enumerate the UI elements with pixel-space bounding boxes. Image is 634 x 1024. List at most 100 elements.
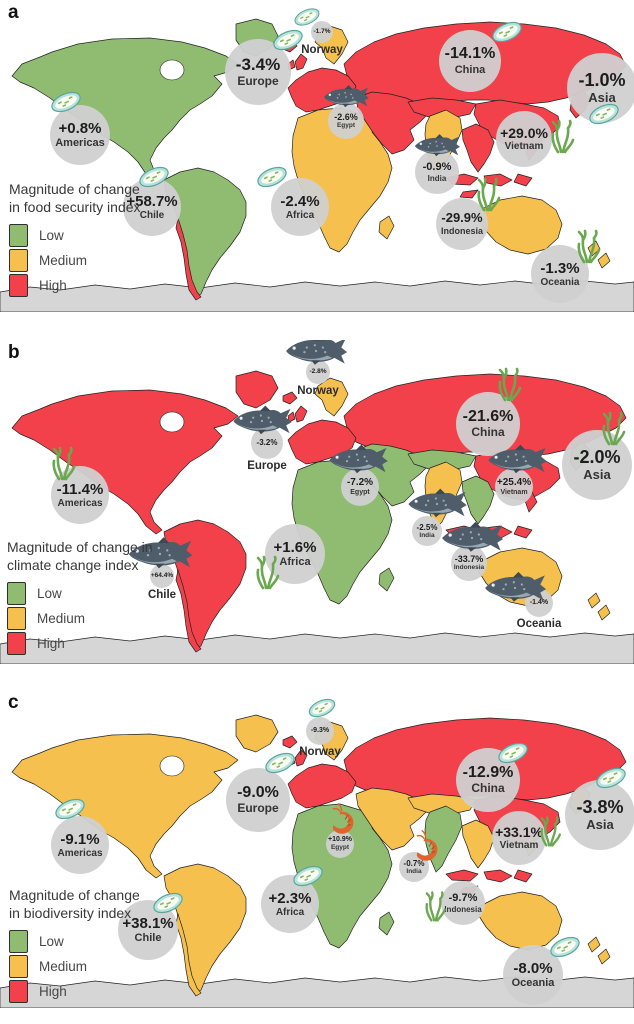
stat-bubble-china: -21.6% China — [456, 392, 520, 456]
bubble-value: -29.9% — [441, 210, 483, 226]
map-region-iceland — [282, 735, 298, 749]
map-region-newZealand — [587, 936, 611, 965]
salmon-fish-icon — [286, 340, 348, 365]
map-region-australia — [478, 195, 563, 255]
bubble-value: -1.7% — [313, 28, 331, 36]
map-region-uk — [294, 405, 308, 423]
map-region-madagascar — [378, 215, 395, 240]
map-hudson-bay — [159, 755, 185, 777]
legend-label: High — [39, 278, 67, 294]
stat-bubble-egypt: -2.6% Egypt — [328, 103, 364, 139]
mussel-icon — [293, 865, 323, 887]
map-region-indonesia — [445, 173, 533, 199]
map-region-middleEast — [355, 787, 429, 851]
legend-items: Low Medium High — [9, 930, 189, 1004]
stat-bubble-africa: +1.6% Africa — [265, 524, 325, 584]
bubble-value: -33.7% — [454, 554, 484, 565]
legend-title: Magnitude of change in food security ind… — [9, 180, 189, 216]
bubble-region-label: Americas — [55, 137, 105, 150]
bubble-region-label: Vietnam — [500, 488, 528, 496]
legend: Magnitude of change in biodiversity inde… — [9, 886, 189, 1005]
bubble-value: -2.8% — [309, 368, 327, 376]
bubble-region-label: Chile — [147, 589, 177, 601]
bubble-region-label: Vietnam — [504, 141, 544, 153]
salmon-fish-icon — [442, 521, 504, 552]
stat-bubble-china: -14.1% China — [439, 30, 501, 92]
bubble-region-label: Africa — [279, 556, 311, 569]
mussel-icon — [265, 752, 295, 774]
legend-swatch-high — [7, 632, 26, 656]
panel-food-security: a Magnitude of change in food security i… — [0, 0, 634, 340]
seaweed-icon — [498, 367, 522, 402]
seaweed-icon — [577, 229, 601, 264]
stat-bubble-chile: +64.4% — [150, 564, 174, 588]
bubble-value: +58.7% — [126, 192, 178, 210]
legend-label: Medium — [39, 959, 88, 975]
bubble-region-label: India — [406, 867, 422, 875]
bubble-region-label: Americas — [57, 847, 103, 859]
bubble-value: -3.8% — [576, 797, 624, 818]
bubble-value: -1.3% — [540, 259, 580, 277]
map-region-centralAsia — [407, 97, 477, 119]
map-region-greenland — [235, 370, 279, 409]
legend-swatch-medium — [9, 955, 28, 979]
legend-label: Low — [39, 228, 64, 244]
bubble-value: -9.0% — [237, 783, 279, 801]
map-hudson-bay — [159, 411, 185, 433]
mussel-icon — [273, 29, 303, 51]
bubble-value: +33.1% — [495, 824, 543, 841]
stat-bubble-americas: -9.1% Americas — [51, 816, 109, 874]
bubble-value: +10.9% — [328, 836, 352, 844]
stat-bubble-norway: -1.7% — [311, 21, 333, 43]
bubble-value: +29.0% — [500, 125, 548, 142]
map-region-scandinavia — [314, 377, 349, 417]
bubble-region-label: Egypt — [336, 122, 356, 130]
panel-label: a — [8, 2, 19, 23]
legend-item-low: Low — [7, 582, 187, 606]
seaweed-icon — [425, 891, 446, 922]
legend-item-high: High — [9, 980, 189, 1004]
shrimp-icon — [416, 829, 438, 861]
mussel-icon — [257, 166, 287, 188]
shrimp-icon — [332, 802, 354, 834]
legend-item-high: High — [9, 274, 189, 298]
bubble-value: +1.6% — [273, 539, 317, 557]
legend: Magnitude of change in food security ind… — [9, 180, 189, 299]
stat-bubble-asia: -2.0% Asia — [562, 430, 632, 500]
map-hudson-bay — [159, 59, 185, 81]
panel-label: b — [8, 342, 20, 363]
legend-title-line: Magnitude of change in — [7, 539, 153, 555]
map-region-greenland — [235, 714, 279, 753]
salmon-fish-icon — [488, 444, 547, 474]
seaweed-icon — [477, 177, 501, 212]
salmon-fish-icon — [329, 444, 388, 474]
stat-bubble-vietnam: +29.0% Vietnam — [496, 111, 552, 167]
bubble-value: +2.3% — [268, 889, 312, 907]
bubble-value: -9.3% — [310, 726, 330, 734]
bubble-value: -8.0% — [513, 960, 553, 978]
bubble-region-label: Egypt — [330, 844, 350, 852]
mussel-icon — [139, 166, 169, 188]
mussel-icon — [294, 8, 320, 26]
bubble-value: -2.5% — [416, 522, 438, 532]
mussel-icon — [153, 892, 183, 914]
panel-biodiversity: c Magnitude of change in biodiversity in… — [0, 690, 634, 1024]
legend-item-medium: Medium — [9, 955, 189, 979]
bubble-value: +38.1% — [122, 915, 174, 933]
map-region-madagascar — [378, 911, 395, 936]
legend-item-medium: Medium — [7, 607, 187, 631]
bubble-value: -1.0% — [578, 70, 626, 91]
legend-items: Low Medium High — [9, 224, 189, 298]
bubble-region-label: Africa — [285, 209, 315, 221]
bubble-value: -2.4% — [280, 192, 320, 210]
map-region-chile — [175, 217, 202, 301]
map-region-antarctica — [0, 632, 634, 664]
stat-bubble-vietnam: +25.4% Vietnam — [495, 468, 533, 506]
bubble-region-label: China — [471, 425, 505, 440]
legend-label: High — [39, 984, 67, 1000]
map-region-europe — [287, 763, 357, 809]
legend-label: Medium — [39, 253, 88, 269]
legend-items: Low Medium High — [7, 582, 187, 656]
stat-bubble-europe: -9.0% Europe — [226, 768, 290, 832]
bubble-value: -9.7% — [448, 892, 478, 905]
